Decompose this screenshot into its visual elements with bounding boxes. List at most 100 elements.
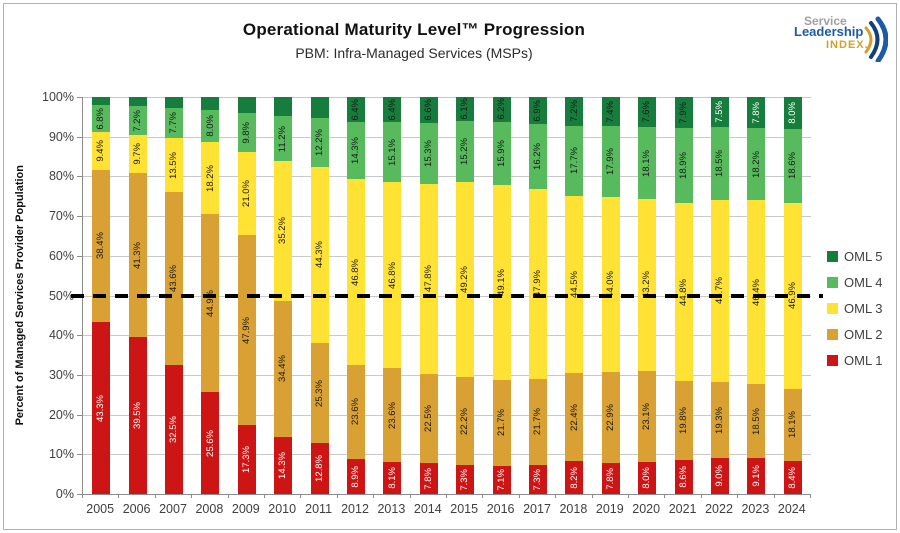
bar-segment-oml-5: 6.4% xyxy=(347,97,365,123)
segment-label: 7.8% xyxy=(423,467,435,490)
x-axis-tick-label: 2020 xyxy=(632,502,661,516)
y-axis-tick-label: 90% xyxy=(48,129,74,144)
x-axis-tick xyxy=(82,494,83,498)
y-axis-tick-label: 50% xyxy=(48,288,74,303)
segment-label: 18.2% xyxy=(750,150,762,178)
bar-segment-oml-4: 15.9% xyxy=(492,121,511,185)
x-axis-tick-label: 2013 xyxy=(377,502,406,516)
segment-label: 22.4% xyxy=(568,403,580,431)
x-axis-tick-label: 2021 xyxy=(668,502,697,516)
bar-2018: 8.2% 22.4% 44.5% 17.7% 7.2% xyxy=(565,97,584,494)
bar-segment-oml-4: 18.1% xyxy=(638,127,657,200)
segment-label: 6.1% xyxy=(459,98,471,120)
legend-item-oml-1: OML 1 xyxy=(827,347,883,373)
gridline xyxy=(83,374,811,376)
x-axis-tick xyxy=(300,494,302,498)
segment-label: 22.5% xyxy=(423,404,435,432)
segment-label: 7.3% xyxy=(532,468,544,491)
x-axis-tick xyxy=(628,494,629,498)
gridline xyxy=(83,97,811,98)
bar-segment-oml-1: 17.3% xyxy=(237,425,256,494)
segment-label: 6.2% xyxy=(495,98,507,121)
segment-label: 7.2% xyxy=(568,100,580,123)
x-axis-tick xyxy=(409,494,411,498)
x-axis-tick xyxy=(227,494,229,498)
segment-label: 6.9% xyxy=(532,99,544,122)
legend-label: OML 1 xyxy=(844,352,883,368)
segment-label: 7.8% xyxy=(605,467,617,490)
bar-2008: 25.6% 44.9% 18.2% 8.0% xyxy=(201,97,220,494)
gridline xyxy=(83,414,811,416)
x-axis-tick-label: 2016 xyxy=(486,502,515,516)
segment-label: 7.3% xyxy=(459,468,471,491)
bar-segment-oml-3: 44.8% xyxy=(674,203,693,382)
bar-segment-oml-5 xyxy=(201,97,220,111)
bar-segment-oml-5 xyxy=(274,97,293,117)
bar-segment-oml-4: 15.3% xyxy=(419,123,438,184)
segment-label: 6.4% xyxy=(386,98,398,121)
segment-label: 49.2% xyxy=(459,265,471,293)
y-axis-tick xyxy=(77,454,82,456)
bar-2021: 8.6% 19.8% 44.8% 18.9% 7.9% xyxy=(674,97,693,494)
bar-2009: 17.3% 47.9% 21.0% 9.8% xyxy=(237,97,256,494)
bar-segment-oml-3: 13.5% xyxy=(165,138,183,192)
y-axis-tick-label: 80% xyxy=(48,169,74,184)
segment-label: 11.2% xyxy=(277,125,289,152)
segment-label: 32.5% xyxy=(168,416,180,443)
bar-segment-oml-2: 25.3% xyxy=(310,342,329,444)
segment-label: 8.0% xyxy=(641,467,653,489)
logo-word-index: INDEX. xyxy=(826,39,869,51)
bar-2012: 8.9% 23.6% 46.8% 14.3% 6.4% xyxy=(347,97,365,494)
segment-label: 21.0% xyxy=(241,180,253,207)
x-axis-tick xyxy=(664,494,666,498)
segment-label: 44.3% xyxy=(313,241,325,269)
bar-segment-oml-1: 39.5% xyxy=(128,337,147,494)
bar-segment-oml-4: 15.2% xyxy=(456,121,475,182)
bar-segment-oml-2: 22.5% xyxy=(419,373,438,464)
bar-segment-oml-1: 25.6% xyxy=(201,392,220,494)
bar-segment-oml-2: 22.9% xyxy=(601,372,620,464)
segment-label: 9.4% xyxy=(95,140,107,162)
bar-segment-oml-5 xyxy=(128,97,147,107)
y-axis-tick xyxy=(77,176,82,178)
bar-segment-oml-1: 8.2% xyxy=(565,461,584,494)
bar-segment-oml-2: 44.9% xyxy=(201,214,220,393)
bar-segment-oml-3: 45.7% xyxy=(711,200,729,382)
bar-segment-oml-3: 49.2% xyxy=(456,181,475,377)
segment-label: 7.1% xyxy=(495,469,507,491)
x-axis-tick-label: 2012 xyxy=(341,502,369,516)
segment-label: 7.9% xyxy=(677,101,689,124)
bar-segment-oml-5: 6.2% xyxy=(492,97,511,122)
y-axis-tick xyxy=(77,374,82,376)
y-axis-tick-label: 30% xyxy=(48,367,74,382)
segment-label: 38.4% xyxy=(95,232,107,260)
bar-2017: 7.3% 21.7% 47.9% 16.2% 6.9% xyxy=(529,97,547,494)
gridline xyxy=(83,255,811,257)
service-leadership-index-logo: Service Leadership INDEX. xyxy=(792,12,888,64)
y-axis-tick xyxy=(77,414,82,416)
bar-segment-oml-5 xyxy=(310,97,329,119)
x-axis-tick-label: 2010 xyxy=(268,502,297,516)
bar-segment-oml-1: 14.3% xyxy=(274,437,293,494)
y-axis-tick xyxy=(77,255,82,257)
segment-label: 45.7% xyxy=(714,277,726,305)
bar-segment-oml-5: 7.6% xyxy=(638,97,657,128)
segment-label: 23.6% xyxy=(350,398,362,426)
bar-segment-oml-4: 9.8% xyxy=(237,112,256,152)
bar-segment-oml-3: 46.8% xyxy=(347,179,365,365)
bar-segment-oml-4: 16.2% xyxy=(529,124,547,189)
segment-label: 6.6% xyxy=(423,99,435,121)
x-axis-tick-label: 2006 xyxy=(122,502,151,516)
x-axis-tick-label: 2014 xyxy=(413,502,442,516)
segment-label: 23.1% xyxy=(641,402,653,430)
bar-segment-oml-2: 23.6% xyxy=(383,368,402,462)
bar-segment-oml-4: 18.6% xyxy=(783,128,802,203)
segment-label: 19.3% xyxy=(714,406,726,434)
bar-2013: 8.1% 23.6% 46.8% 15.1% 6.4% xyxy=(383,97,402,494)
segment-label: 8.9% xyxy=(350,465,362,488)
segment-label: 18.6% xyxy=(787,152,799,180)
x-axis-tick-label: 2015 xyxy=(450,502,479,516)
bar-segment-oml-3: 43.2% xyxy=(638,199,657,371)
bar-segment-oml-4: 18.5% xyxy=(711,126,729,201)
